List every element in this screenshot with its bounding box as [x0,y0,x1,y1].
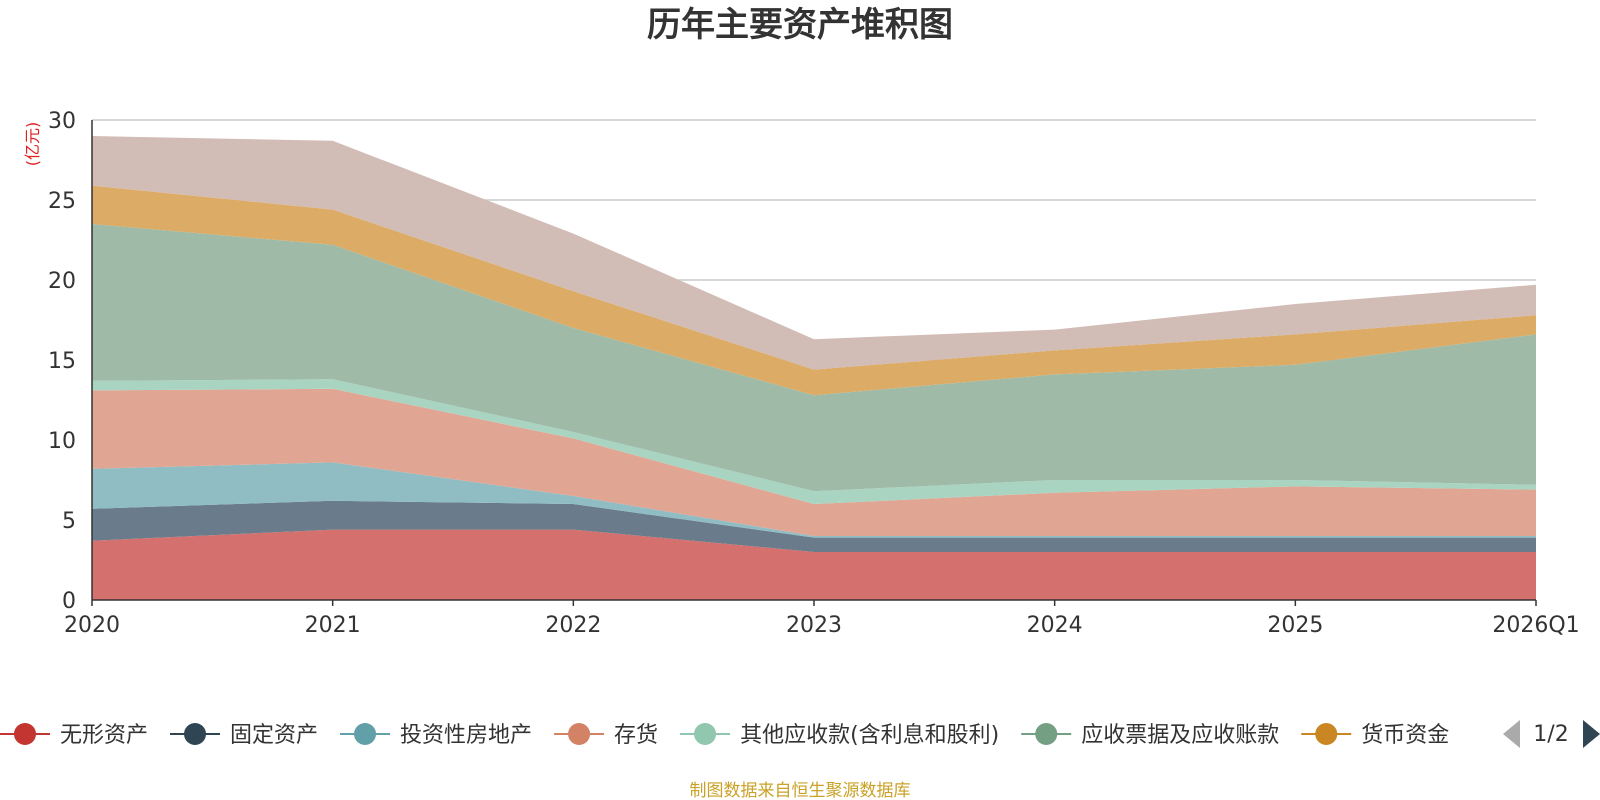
x-tick-label: 2023 [786,613,842,638]
legend-label: 固定资产 [230,723,318,748]
legend-label: 投资性房地产 [400,723,532,748]
legend-label: 其他应收款(含利息和股利) [740,723,999,748]
area-固定资产[interactable] [92,500,1536,552]
y-tick-label: 15 [48,349,76,374]
legend-label: 应收票据及应收账款 [1081,723,1279,748]
legend-item-无形资产[interactable]: 无形资产 [0,723,148,748]
x-tick-label: 2026Q1 [1492,613,1579,638]
x-tick-label: 2020 [64,613,120,638]
legend-marker-icon [354,723,377,745]
area-应收票据及应收账款[interactable] [92,224,1536,492]
y-axis-unit-label: (亿元) [23,122,42,167]
y-tick-label: 20 [48,269,76,294]
legend-item-存货[interactable]: 存货 [554,723,658,748]
area-其他[interactable] [92,136,1536,370]
legend-marker-icon [1035,723,1058,745]
area-存货[interactable] [92,388,1536,536]
legend-page-indicator: 1/2 [1533,722,1568,747]
legend-item-应收票据及应收账款[interactable]: 应收票据及应收账款 [1021,723,1279,748]
legend-item-其他应收款(含利息和股利)[interactable]: 其他应收款(含利息和股利) [680,723,999,748]
area-series [92,136,1536,600]
legend: 无形资产 固定资产 投资性房地产 存货 其他应收款(含利息和股利) 应收票据及应收账款 货币… [0,723,1449,748]
x-tick-label: 2021 [305,613,361,638]
area-无形资产[interactable] [92,529,1536,600]
legend-marker-icon [1315,723,1338,745]
chart-title: 历年主要资产堆积图 [647,5,953,45]
data-source-note: 制图数据来自恒生聚源数据库 [690,781,911,800]
area-投资性房地产[interactable] [92,462,1536,538]
legend-label: 货币资金 [1361,723,1449,748]
legend-label: 无形资产 [60,723,148,748]
y-tick-label: 25 [48,189,76,214]
legend-marker-icon [568,723,591,745]
y-axis-labels: 0 5 10 15 20 25 30 [48,109,76,614]
x-axis-labels: 2020 2021 2022 2023 2024 2025 2026Q1 [64,613,1580,638]
y-tick-label: 0 [62,589,76,614]
y-tick-label: 5 [62,509,76,534]
legend-item-固定资产[interactable]: 固定资产 [170,723,318,748]
legend-pager: 1/2 [1503,720,1600,748]
y-tick-label: 10 [48,429,76,454]
legend-label: 存货 [614,723,658,748]
axes [91,120,1537,606]
legend-next-page-icon[interactable] [1583,720,1600,748]
x-tick-label: 2024 [1027,613,1083,638]
area-货币资金[interactable] [92,185,1536,396]
x-tick-label: 2025 [1267,613,1323,638]
legend-item-投资性房地产[interactable]: 投资性房地产 [340,723,532,748]
legend-item-货币资金[interactable]: 货币资金 [1301,723,1449,748]
x-tick-label: 2022 [545,613,601,638]
legend-marker-icon [694,723,717,745]
area-其他应收款(含利息和股利)[interactable] [92,379,1536,504]
legend-prev-page-icon[interactable] [1503,720,1520,748]
legend-marker-icon [14,723,36,745]
legend-marker-icon [184,723,207,745]
y-tick-label: 30 [48,109,76,134]
